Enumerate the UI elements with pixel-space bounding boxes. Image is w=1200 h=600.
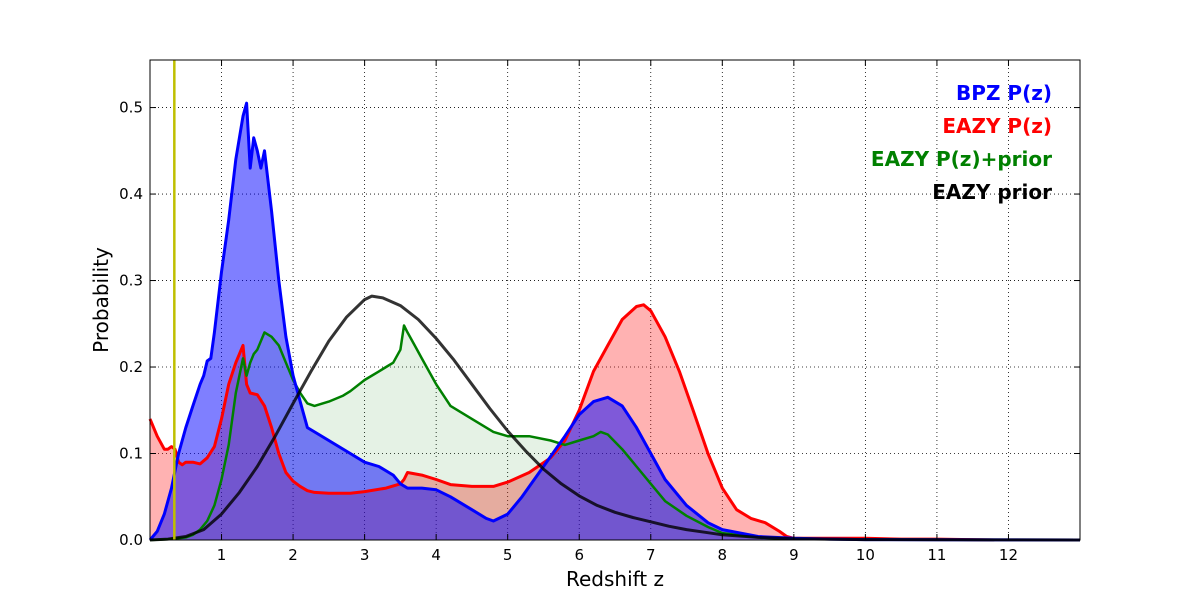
x-tick-label-8: 9 — [789, 546, 799, 564]
x-tick-label-3: 4 — [431, 546, 441, 564]
y-tick-label-2: 0.2 — [119, 358, 143, 376]
plot-frame — [149, 59, 1081, 541]
series-line-1 — [149, 324, 995, 542]
y-tick-label-0: 0.0 — [119, 531, 143, 549]
x-tick-label-2: 3 — [360, 546, 370, 564]
series-line-0 — [148, 303, 995, 542]
x-tick-label-7: 8 — [718, 546, 728, 564]
legend: BPZ P(z) EAZY P(z) EAZY P(z)+prior EAZY pri… — [871, 81, 1052, 204]
x-tick-label-4: 5 — [503, 546, 513, 564]
y-axis-label: Probability — [89, 247, 113, 353]
x-tick-label-5: 6 — [574, 546, 584, 564]
series-fill-2 — [150, 103, 1080, 540]
series-line-3 — [149, 294, 1081, 542]
y-tick-label-5: 0.5 — [119, 99, 143, 117]
y-tick-label-4: 0.4 — [119, 185, 143, 203]
ticks: 1 2 3 4 5 6 7 8 9 10 11 120.00.10.20.30.40.5 — [119, 60, 1080, 564]
series-line-2 — [148, 101, 1081, 542]
x-tick-label-11: 12 — [999, 546, 1018, 564]
x-tick-label-9: 10 — [856, 546, 875, 564]
legend-entry-2: EAZY P(z)+prior — [871, 147, 1052, 171]
x-tick-label-1: 2 — [288, 546, 298, 564]
legend-entry-1: EAZY P(z) — [942, 114, 1052, 138]
legend-entry-0: BPZ P(z) — [956, 81, 1052, 105]
x-axis-label: Redshift z — [566, 567, 664, 591]
series-layer — [148, 101, 1081, 542]
x-tick-label-6: 7 — [646, 546, 656, 564]
y-tick-label-3: 0.3 — [119, 272, 143, 290]
y-tick-label-1: 0.1 — [119, 445, 143, 463]
x-tick-label-10: 11 — [927, 546, 946, 564]
x-tick-label-0: 1 — [217, 546, 227, 564]
legend-entry-3: EAZY prior — [932, 180, 1052, 204]
